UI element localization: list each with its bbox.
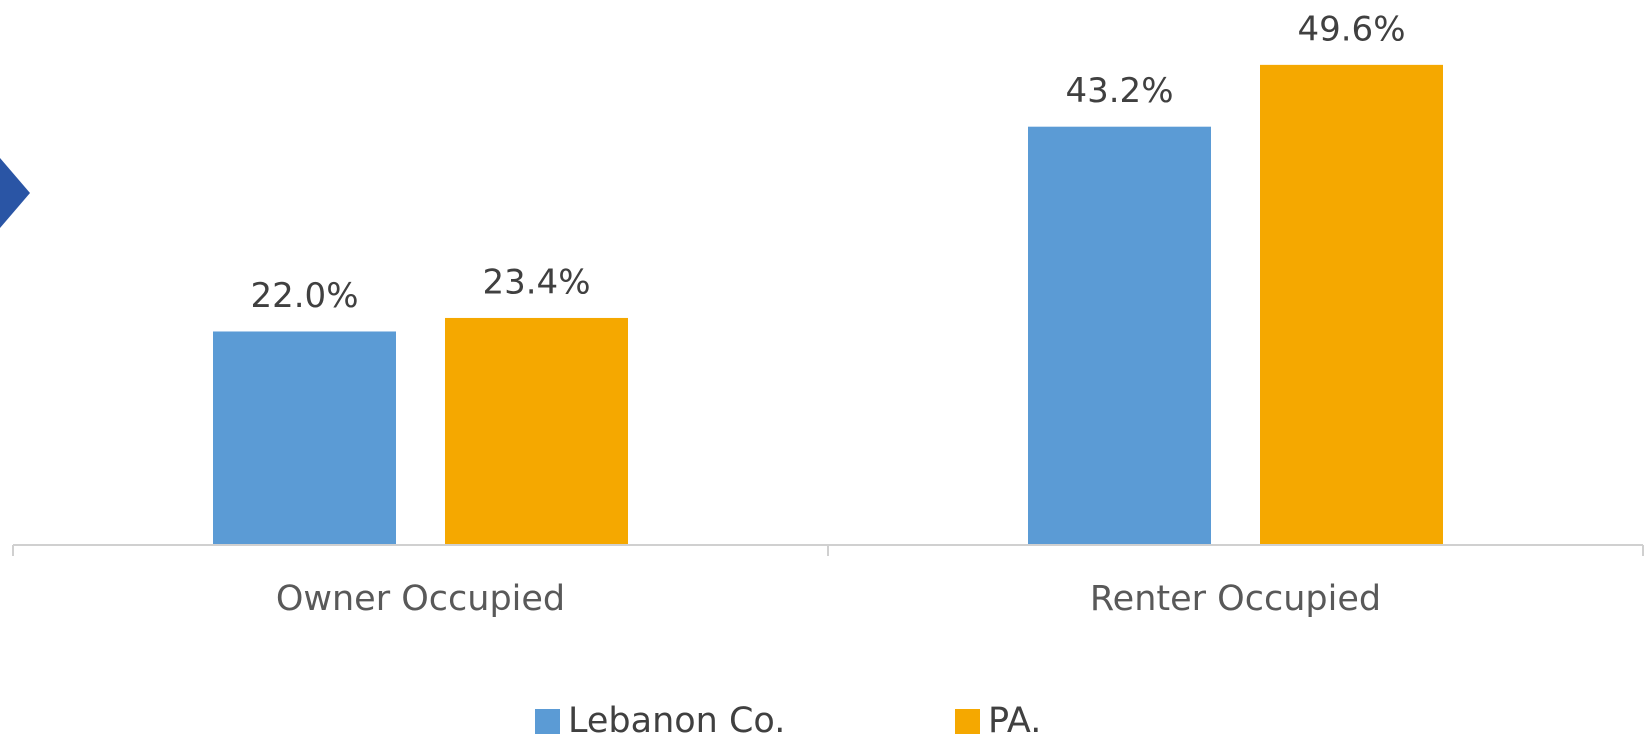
bar [213, 331, 396, 544]
legend-label: PA. [988, 701, 1041, 739]
bar [445, 317, 628, 544]
data-label: 43.2% [1065, 71, 1173, 111]
data-label: 23.4% [482, 262, 590, 302]
legend-label: Lebanon Co. [568, 701, 785, 739]
x-tick-label: Renter Occupied [1090, 579, 1381, 619]
bar [1028, 126, 1211, 545]
data-label: 49.6% [1297, 9, 1405, 49]
data-label: 22.0% [250, 276, 358, 316]
legend-swatch [535, 709, 560, 734]
bar [1260, 64, 1443, 544]
legend-swatch [955, 709, 980, 734]
decorative-arrow [0, 158, 30, 228]
x-tick-label: Owner Occupied [276, 579, 565, 619]
